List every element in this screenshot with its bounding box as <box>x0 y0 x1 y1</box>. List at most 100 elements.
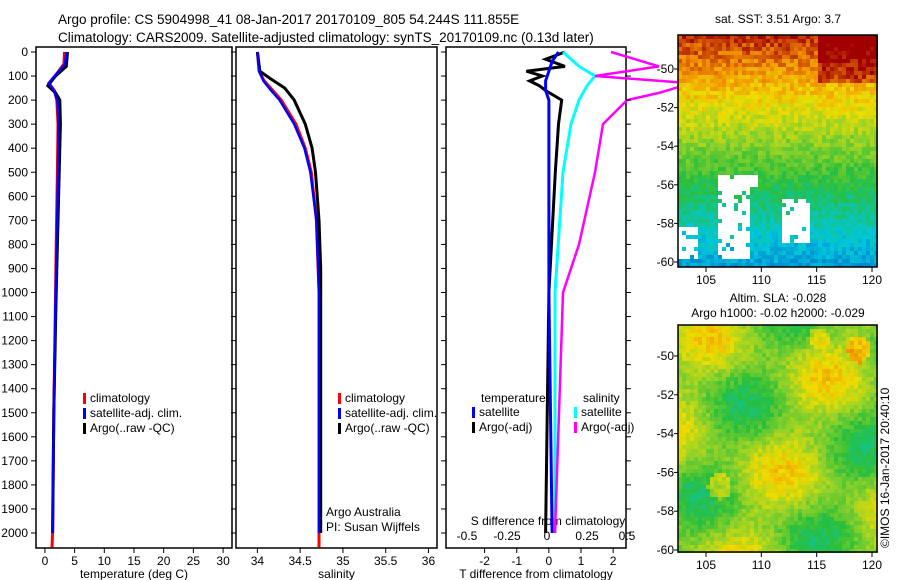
map-cell <box>690 465 694 469</box>
map-cell <box>682 171 686 175</box>
map-cell <box>694 95 698 99</box>
map-cell <box>874 147 878 151</box>
map-cell <box>742 199 746 203</box>
map-cell <box>706 111 710 115</box>
map-cell <box>750 183 754 187</box>
map-cell <box>846 39 850 43</box>
map-cell <box>714 55 718 59</box>
map-cell <box>726 337 730 341</box>
map-cell <box>754 413 758 417</box>
map-cell <box>778 337 782 341</box>
map-cell <box>834 255 838 259</box>
map-cell <box>790 203 794 207</box>
map-cell <box>762 413 766 417</box>
map-cell <box>834 421 838 425</box>
map-cell <box>770 47 774 51</box>
map-cell <box>698 127 702 131</box>
map-cell <box>730 39 734 43</box>
map-cell <box>766 51 770 55</box>
map-cell <box>778 95 782 99</box>
map-cell <box>742 55 746 59</box>
map-cell <box>790 83 794 87</box>
map-cell <box>874 243 878 247</box>
map-cell <box>846 211 850 215</box>
map-cell <box>874 231 878 235</box>
map-cell <box>762 393 766 397</box>
map-cell <box>778 155 782 159</box>
map-cell <box>842 365 846 369</box>
map-cell <box>798 461 802 465</box>
map-cell <box>818 199 822 203</box>
map-cell <box>862 119 866 123</box>
map-cell <box>806 175 810 179</box>
map-cell <box>738 147 742 151</box>
map-cell <box>850 349 854 353</box>
map-cell <box>682 79 686 83</box>
map-cell <box>770 51 774 55</box>
map-cell <box>766 191 770 195</box>
map-cell <box>714 333 718 337</box>
map-cell <box>874 421 878 425</box>
map-cell <box>774 409 778 413</box>
map-cell <box>794 95 798 99</box>
map-cell <box>858 187 862 191</box>
map-cell <box>814 469 818 473</box>
map-cell <box>718 43 722 47</box>
map-cell <box>838 63 842 67</box>
map-cell <box>814 465 818 469</box>
map-cell <box>854 365 858 369</box>
map-cell <box>862 341 866 345</box>
map-cell <box>770 207 774 211</box>
map-cell <box>806 227 810 231</box>
map-cell <box>834 63 838 67</box>
map-cell <box>710 207 714 211</box>
map-cell <box>870 231 874 235</box>
map-cell <box>746 421 750 425</box>
map-cell <box>850 39 854 43</box>
map-cell <box>810 39 814 43</box>
map-cell <box>698 71 702 75</box>
map-cell <box>738 51 742 55</box>
map-cell <box>850 179 854 183</box>
map-cell <box>686 75 690 79</box>
map-cell <box>862 361 866 365</box>
map-cell <box>694 465 698 469</box>
map-cell <box>726 417 730 421</box>
map-cell <box>826 163 830 167</box>
map-cell <box>874 397 878 401</box>
map-cell <box>774 43 778 47</box>
map-cell <box>802 35 806 39</box>
map-cell <box>762 369 766 373</box>
map-cell <box>798 251 802 255</box>
map-cell <box>798 135 802 139</box>
map-cell <box>810 333 814 337</box>
map-cell <box>798 43 802 47</box>
map-cell <box>798 171 802 175</box>
map-cell <box>846 373 850 377</box>
map-cell <box>810 91 814 95</box>
map-cell <box>706 449 710 453</box>
legend-label: satellite <box>581 405 622 419</box>
map-cell <box>866 223 870 227</box>
map-cell <box>726 167 730 171</box>
map-cell <box>798 449 802 453</box>
map-cell <box>714 227 718 231</box>
map-cell <box>790 127 794 131</box>
map-cell <box>682 453 686 457</box>
map-cell <box>874 87 878 91</box>
map-cell <box>690 345 694 349</box>
map-cell <box>758 51 762 55</box>
map-cell <box>874 179 878 183</box>
map-cell <box>786 91 790 95</box>
map-cell <box>802 421 806 425</box>
map-cell <box>722 243 726 247</box>
map-cell <box>778 473 782 477</box>
s-satellite-line <box>553 50 598 533</box>
map-cell <box>762 365 766 369</box>
map-cell <box>798 95 802 99</box>
map-cell <box>734 175 738 179</box>
map-cell <box>778 167 782 171</box>
map-cell <box>814 449 818 453</box>
map-cell <box>714 445 718 449</box>
map-cell <box>726 71 730 75</box>
